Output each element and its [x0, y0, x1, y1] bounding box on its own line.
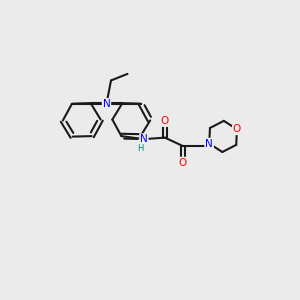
Text: O: O — [179, 158, 187, 167]
Text: N: N — [206, 139, 213, 148]
Text: H: H — [137, 144, 143, 153]
Text: N: N — [140, 134, 148, 144]
Text: O: O — [161, 116, 169, 126]
Text: N: N — [103, 99, 110, 109]
Text: O: O — [233, 124, 241, 134]
